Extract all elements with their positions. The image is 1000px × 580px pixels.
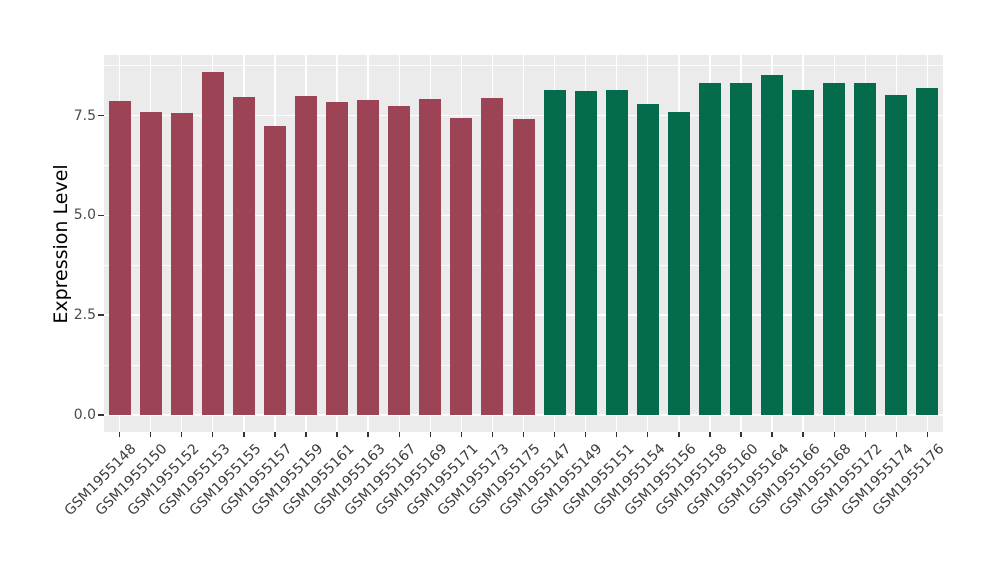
x-tick-mark — [212, 432, 214, 437]
bar — [170, 113, 193, 415]
x-tick-mark — [243, 432, 245, 437]
y-tick-label: 5.0 — [73, 207, 96, 224]
bar — [326, 102, 349, 415]
bar — [823, 82, 846, 415]
bar — [761, 74, 784, 415]
x-tick-mark — [709, 432, 711, 437]
y-axis-title: Expression Level — [50, 163, 72, 324]
bar — [263, 125, 286, 415]
bar — [543, 89, 566, 415]
x-tick-mark — [491, 432, 494, 437]
x-tick-mark — [305, 432, 307, 437]
x-tick-mark — [678, 432, 680, 437]
bar — [357, 99, 380, 415]
x-tick-mark — [180, 432, 183, 437]
bar — [139, 112, 162, 415]
x-tick-mark — [522, 432, 525, 437]
x-tick-mark — [367, 432, 369, 437]
bar — [108, 100, 131, 415]
bar — [854, 82, 877, 415]
x-tick-mark — [118, 432, 121, 437]
bar — [388, 106, 411, 415]
y-tick-label: 2.5 — [73, 307, 96, 324]
x-tick-mark — [771, 432, 773, 437]
plot-panel — [104, 55, 943, 432]
y-tick-mark — [98, 114, 104, 117]
bar — [232, 96, 255, 415]
bar — [481, 98, 504, 415]
bar — [698, 82, 721, 415]
x-tick-mark — [460, 432, 463, 437]
y-tick-mark — [98, 214, 104, 217]
bar — [512, 118, 535, 415]
bar — [450, 118, 473, 415]
x-tick-mark — [740, 432, 742, 437]
bar — [574, 91, 597, 415]
bar — [201, 72, 224, 415]
y-tick-label: 0.0 — [73, 406, 96, 423]
x-tick-mark — [398, 432, 400, 437]
y-tick-label: 7.5 — [73, 107, 96, 124]
x-tick-mark — [274, 432, 276, 437]
x-tick-mark — [616, 432, 618, 437]
x-tick-mark — [336, 432, 338, 437]
bar — [792, 89, 815, 415]
x-tick-mark — [926, 432, 929, 437]
bar — [419, 99, 442, 415]
bar — [294, 96, 317, 415]
bar — [916, 88, 939, 415]
x-tick-mark — [429, 432, 431, 437]
x-tick-mark — [647, 432, 649, 437]
bar — [885, 94, 908, 415]
x-tick-mark — [802, 432, 804, 437]
x-tick-mark — [584, 432, 587, 437]
x-tick-mark — [553, 432, 556, 437]
x-tick-mark — [833, 432, 835, 437]
x-tick-mark — [149, 432, 152, 437]
y-tick-mark — [98, 414, 104, 416]
x-tick-mark — [864, 432, 866, 437]
x-tick-mark — [895, 432, 898, 437]
y-tick-mark — [98, 314, 104, 316]
bar — [636, 104, 659, 415]
bar — [605, 90, 628, 415]
bar — [730, 82, 753, 415]
bar — [667, 112, 690, 415]
